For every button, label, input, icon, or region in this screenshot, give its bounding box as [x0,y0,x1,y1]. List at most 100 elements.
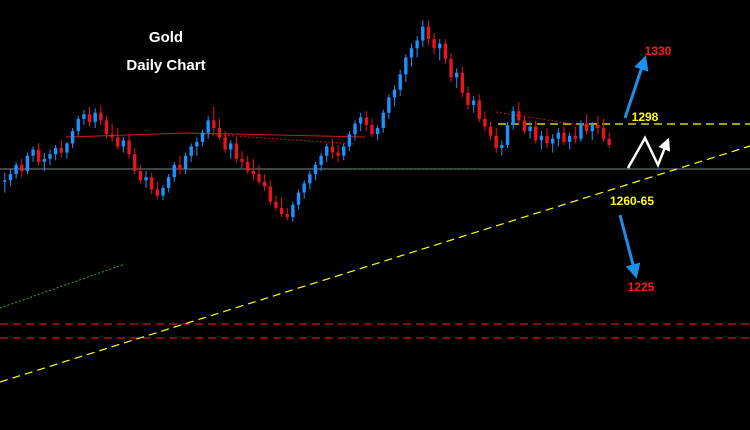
rising-trendline [0,145,750,383]
bull-candle [65,143,69,153]
bear-candle [477,100,481,119]
bull-candle [358,117,363,124]
bull-candle [14,164,18,175]
bull-candle [161,187,165,196]
bull-candle [31,149,35,156]
bull-candle [421,26,425,41]
bear-candle [488,126,493,136]
bull-candle [70,131,75,144]
bear-candle [138,171,143,181]
bull-candle [183,155,188,170]
bear-candle [460,72,465,93]
bear-candle [240,158,244,162]
bear-candle [149,177,154,190]
bull-candle [76,118,80,132]
chart-subtitle: Daily Chart [126,57,205,74]
bear-candle [116,137,120,147]
bull-candle [291,204,295,218]
bull-candle [381,112,385,129]
bull-candle [313,164,318,175]
bull-candle [375,128,380,135]
bull-candle [325,146,329,156]
bull-candle [296,192,301,205]
bear-candle [466,92,470,106]
bull-candle [308,174,312,184]
bull-candle [93,112,97,122]
bear-candle [257,174,261,182]
bull-candle [189,146,193,156]
bear-candle [426,26,431,40]
red-dotted-line-2 [495,111,599,129]
bull-candle [42,158,47,162]
bear-candle [522,120,527,132]
bear-candle [330,146,335,153]
bear-candle [268,186,272,202]
bear-candle [20,164,24,172]
level-1298-label: 1298 [632,110,659,124]
bear-candle [37,149,41,162]
bull-candle [415,40,419,49]
bear-candle [545,135,549,144]
bear-candle [584,123,589,132]
bull-candle [121,140,126,147]
bull-candle [404,57,408,75]
bear-candle [178,164,182,170]
bear-candle [279,207,284,215]
bull-candle [409,48,414,58]
bull-candle [8,174,13,181]
bull-candle [398,74,402,90]
bull-candle [302,183,306,193]
bull-candle [200,132,205,142]
bear-candle [251,171,256,175]
bear-candle [217,128,222,138]
bear-candle [562,132,566,142]
bear-candle [443,43,448,59]
bear-candle [607,138,611,145]
bull-candle [528,126,532,132]
bear-candle [262,181,267,187]
bear-candle [370,124,374,135]
bear-candle [601,128,606,139]
bear-candle [246,161,250,172]
bull-candle [48,154,52,159]
bear-candle [483,118,487,127]
bear-candle [59,148,63,153]
bear-candle [223,137,227,150]
bear-candle [212,120,216,129]
bear-candle [432,39,436,49]
bull-candle [511,111,515,125]
bear-candle [285,214,289,218]
bull-candle [229,143,233,150]
bear-candle [573,135,577,139]
bear-candle [517,111,521,121]
bull-candle [551,138,555,144]
bear-candle [104,120,109,135]
bear-candle [534,126,538,141]
bear-candle [336,152,340,156]
bull-candle [392,89,397,98]
chart-title: Gold [149,29,183,46]
bull-candle [539,135,544,141]
bull-candle [206,120,210,133]
bull-candle [82,114,86,119]
bull-candle [454,72,459,78]
bear-candle [127,140,131,155]
bear-candle [449,58,453,78]
bear-candle [133,154,137,172]
old-rising-trendline [0,263,126,309]
target-1330-label: 1330 [645,44,672,58]
candles-group [3,20,611,222]
bear-candle [364,117,368,125]
bull-candle [353,123,357,135]
bull-candle [195,141,199,147]
bull-candle [53,148,58,155]
bull-candle [590,124,594,132]
bull-candle [3,180,7,182]
down-arrow-1225 [618,214,641,279]
bull-candle [166,177,171,188]
up-arrow-1330 [623,55,649,119]
bear-candle [596,124,600,129]
bull-candle [144,177,148,181]
bull-candle [505,124,510,145]
